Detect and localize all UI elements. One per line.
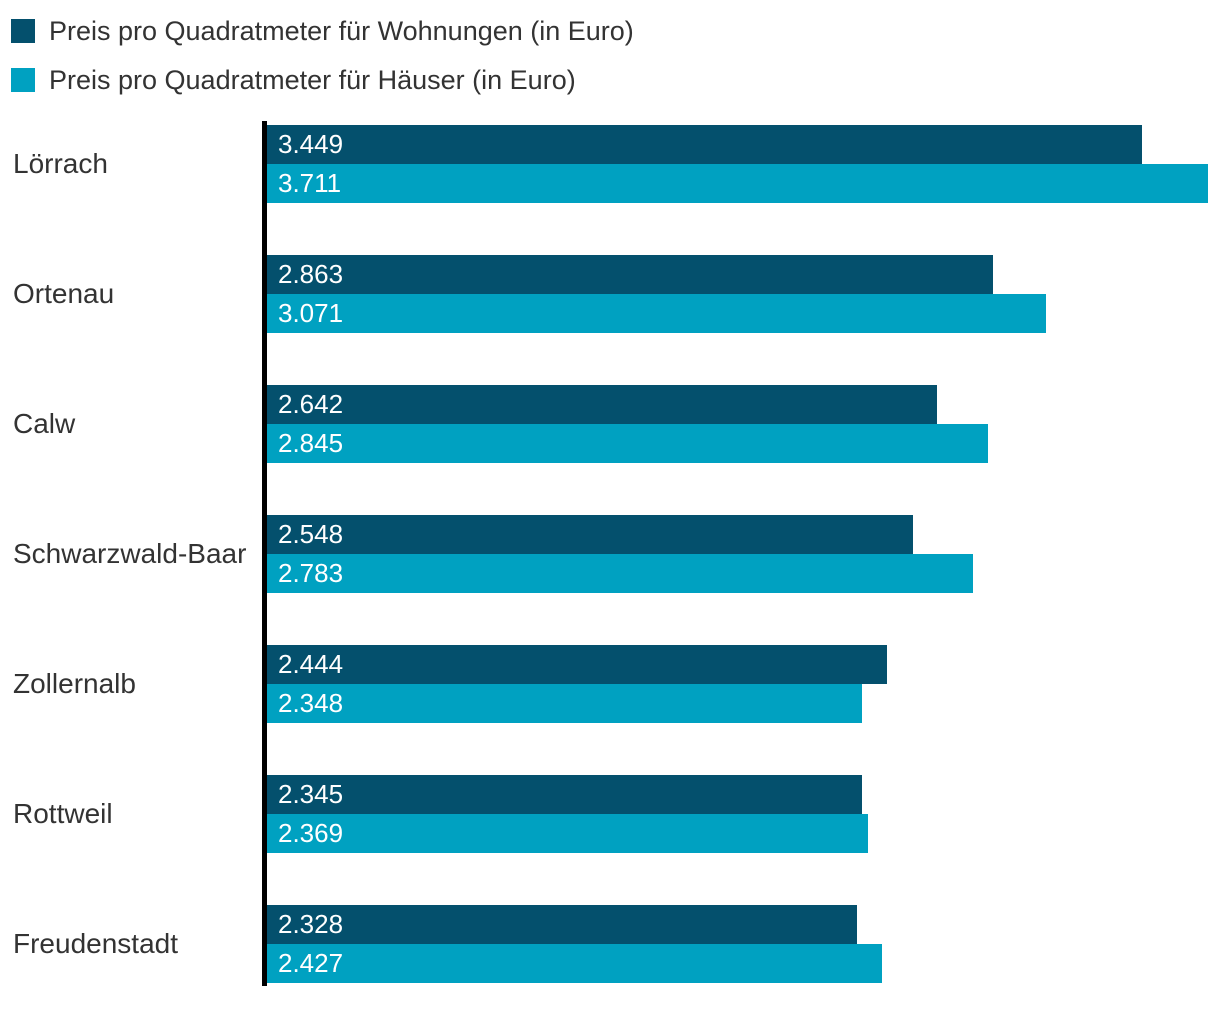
bar-value-label: 2.348 bbox=[278, 688, 344, 718]
bar-wohnungen: 2.642 bbox=[267, 385, 937, 424]
bar-value-label: 2.345 bbox=[278, 779, 344, 809]
bar-haeuser: 2.369 bbox=[267, 814, 868, 853]
bar-haeuser: 2.845 bbox=[267, 424, 989, 463]
bar-pair: 3.449 3.711 bbox=[267, 125, 1208, 203]
bar-haeuser: 2.783 bbox=[267, 554, 973, 593]
bar-value-label: 3.071 bbox=[278, 298, 344, 328]
bar-value-label: 2.863 bbox=[278, 259, 344, 289]
bar-wohnungen: 3.449 bbox=[267, 125, 1142, 164]
bar-wohnungen: 2.444 bbox=[267, 645, 887, 684]
legend-swatch-haeuser-icon bbox=[11, 68, 35, 92]
bar-value-label: 2.369 bbox=[278, 818, 344, 848]
bar-pair: 2.345 2.369 bbox=[267, 775, 868, 853]
chart-row: Zollernalb 2.444 2.348 bbox=[0, 645, 1220, 775]
bar-pair: 2.328 2.427 bbox=[267, 905, 883, 983]
bar-value-label: 2.642 bbox=[278, 389, 344, 419]
y-axis-line bbox=[262, 121, 267, 986]
chart-row: Schwarzwald-Baar 2.548 2.783 bbox=[0, 515, 1220, 645]
bar-pair: 2.642 2.845 bbox=[267, 385, 989, 463]
bar-haeuser: 2.348 bbox=[267, 684, 863, 723]
bar-wohnungen: 2.548 bbox=[267, 515, 914, 554]
bar-value-label: 2.328 bbox=[278, 909, 344, 939]
chart-row: Freudenstadt 2.328 2.427 bbox=[0, 905, 1220, 1035]
bar-haeuser: 3.071 bbox=[267, 294, 1046, 333]
bar-value-label: 2.427 bbox=[278, 948, 344, 978]
bar-value-label: 2.845 bbox=[278, 428, 344, 458]
chart-rows: Lörrach 3.449 3.711 Ortenau 2.863 3.071 Calw 2.… bbox=[0, 125, 1220, 1035]
legend-label-haeuser: Preis pro Quadratmeter für Häuser (in Eu… bbox=[49, 64, 576, 95]
bar-value-label: 3.449 bbox=[278, 129, 344, 159]
bar-pair: 2.444 2.348 bbox=[267, 645, 887, 723]
category-label: Zollernalb bbox=[13, 668, 136, 699]
bar-pair: 2.863 3.071 bbox=[267, 255, 1046, 333]
bar-wohnungen: 2.328 bbox=[267, 905, 858, 944]
chart-row: Ortenau 2.863 3.071 bbox=[0, 255, 1220, 385]
chart-row: Calw 2.642 2.845 bbox=[0, 385, 1220, 515]
bar-value-label: 2.783 bbox=[278, 558, 344, 588]
bar-chart: Lörrach 3.449 3.711 Ortenau 2.863 3.071 Calw 2.… bbox=[0, 121, 1220, 1035]
bar-value-label: 3.711 bbox=[278, 168, 342, 198]
category-label: Schwarzwald-Baar bbox=[13, 538, 247, 569]
bar-wohnungen: 2.345 bbox=[267, 775, 862, 814]
chart-row: Lörrach 3.449 3.711 bbox=[0, 125, 1220, 255]
category-label: Freudenstadt bbox=[13, 928, 178, 959]
category-label: Lörrach bbox=[13, 148, 108, 179]
chart-legend: Preis pro Quadratmeter für Wohnungen (in… bbox=[11, 16, 634, 117]
legend-item-wohnungen: Preis pro Quadratmeter für Wohnungen (in… bbox=[11, 16, 634, 46]
legend-item-haeuser: Preis pro Quadratmeter für Häuser (in Eu… bbox=[11, 65, 634, 95]
category-label: Rottweil bbox=[13, 798, 113, 829]
bar-haeuser: 2.427 bbox=[267, 944, 883, 983]
bar-wohnungen: 2.863 bbox=[267, 255, 993, 294]
legend-swatch-wohnungen-icon bbox=[11, 19, 35, 43]
category-label: Ortenau bbox=[13, 278, 115, 309]
category-label: Calw bbox=[13, 408, 76, 439]
chart-row: Rottweil 2.345 2.369 bbox=[0, 775, 1220, 905]
bar-value-label: 2.548 bbox=[278, 519, 344, 549]
legend-label-wohnungen: Preis pro Quadratmeter für Wohnungen (in… bbox=[49, 15, 634, 46]
bar-pair: 2.548 2.783 bbox=[267, 515, 973, 593]
bar-value-label: 2.444 bbox=[278, 649, 344, 679]
bar-haeuser: 3.711 bbox=[267, 164, 1208, 203]
